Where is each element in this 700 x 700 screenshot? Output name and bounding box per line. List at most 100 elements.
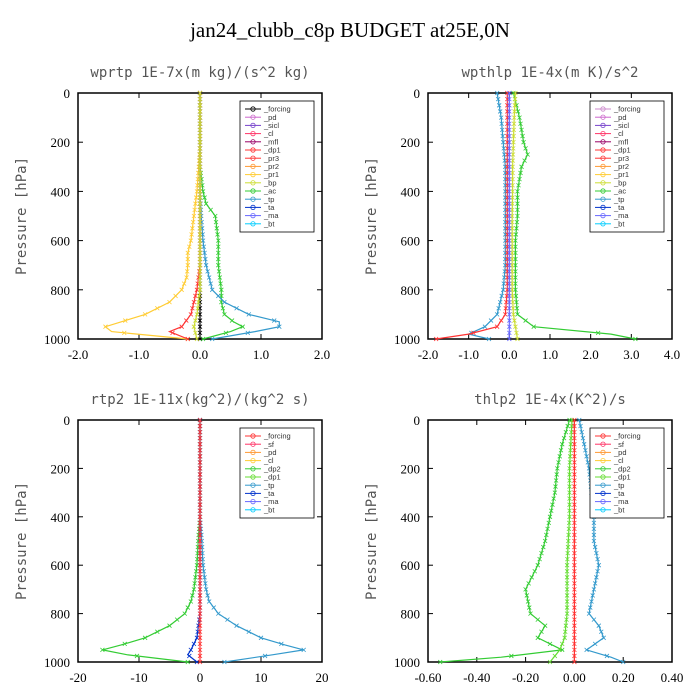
series-marker xyxy=(511,115,517,120)
series-marker xyxy=(194,312,200,317)
series-marker xyxy=(216,293,221,299)
legend-marker xyxy=(250,433,256,439)
y-tick-label: 800 xyxy=(401,607,421,622)
series-marker xyxy=(502,207,508,213)
series-marker xyxy=(592,581,598,586)
series-marker xyxy=(541,544,546,550)
series-marker xyxy=(505,189,510,194)
series-marker xyxy=(525,599,531,604)
legend-label: _cl xyxy=(613,129,624,138)
legend-marker xyxy=(600,155,606,161)
series-marker xyxy=(557,454,563,459)
series-marker xyxy=(513,287,518,293)
series-marker xyxy=(197,250,203,256)
series-marker xyxy=(523,146,528,151)
series-marker xyxy=(594,575,599,580)
series-marker xyxy=(572,460,577,465)
series-marker xyxy=(197,324,203,329)
series-marker xyxy=(197,466,203,471)
series-marker xyxy=(197,170,203,176)
series-marker xyxy=(185,336,191,342)
series-marker xyxy=(564,581,570,586)
series-marker xyxy=(507,269,512,274)
series-marker xyxy=(191,324,197,329)
series-marker xyxy=(595,568,600,574)
chart-title: wpthlp 1E-4x(m K)/s^2 xyxy=(461,65,638,81)
series-marker xyxy=(203,201,209,206)
legend-label: _forcing xyxy=(613,432,641,441)
legend-marker xyxy=(600,482,606,488)
series-marker xyxy=(209,336,215,342)
series-marker xyxy=(271,318,277,323)
series-marker xyxy=(572,653,577,659)
series-marker xyxy=(518,170,523,176)
series-marker xyxy=(589,599,594,604)
series-marker xyxy=(505,256,510,262)
legend-box xyxy=(239,427,315,519)
series-marker xyxy=(197,659,203,665)
series-marker xyxy=(572,544,577,550)
y-axis-label: Pressure [hPa] xyxy=(364,482,380,600)
series-marker xyxy=(591,532,597,538)
legend-marker xyxy=(600,498,606,505)
series-marker xyxy=(185,262,191,268)
series-marker xyxy=(218,281,223,286)
series-marker xyxy=(559,441,565,447)
series-marker xyxy=(572,629,577,635)
series-marker xyxy=(516,182,521,188)
series-marker xyxy=(572,659,577,665)
series-marker xyxy=(197,478,203,483)
series-marker xyxy=(494,324,500,329)
series-marker xyxy=(197,244,203,250)
series-marker xyxy=(188,238,194,243)
x-tick-label: 10 xyxy=(255,670,268,685)
series-marker xyxy=(499,121,504,127)
series-marker xyxy=(523,318,528,323)
series-marker xyxy=(591,526,597,532)
series-marker xyxy=(223,330,229,336)
series-marker xyxy=(553,478,559,483)
series-marker xyxy=(507,195,512,200)
series-marker xyxy=(515,207,520,213)
series-marker xyxy=(507,115,512,120)
x-tick-label: -2.0 xyxy=(68,347,89,362)
series-marker xyxy=(507,152,512,157)
legend-label: _sicl xyxy=(263,121,279,130)
legend-marker xyxy=(250,498,256,505)
x-tick-label: -0.40 xyxy=(463,670,490,685)
series-marker xyxy=(510,164,515,170)
x-tick-label: -0.20 xyxy=(512,670,539,685)
series-marker xyxy=(197,195,203,200)
y-tick-label: 200 xyxy=(51,461,71,476)
series-marker xyxy=(503,305,509,311)
series-marker xyxy=(197,484,203,489)
series-marker xyxy=(572,429,577,435)
series-marker xyxy=(514,330,519,336)
legend-marker xyxy=(600,433,606,439)
series-marker xyxy=(195,305,200,311)
series-marker xyxy=(531,324,537,329)
series-marker xyxy=(502,182,508,188)
series-marker xyxy=(512,103,518,108)
series-marker xyxy=(494,90,500,96)
series-marker xyxy=(505,232,510,237)
series-marker xyxy=(507,281,512,286)
series-marker xyxy=(197,647,203,653)
series-marker xyxy=(550,502,555,507)
series-marker xyxy=(507,250,512,256)
series-marker xyxy=(526,581,531,586)
series-marker xyxy=(197,472,203,477)
series-marker xyxy=(188,312,194,317)
series-marker xyxy=(567,478,572,483)
series-marker xyxy=(498,115,504,120)
series-marker xyxy=(505,139,510,145)
series-marker xyxy=(596,562,602,568)
series-marker xyxy=(197,502,203,507)
series-marker xyxy=(173,293,178,299)
series-marker xyxy=(198,201,203,206)
series-marker xyxy=(511,139,516,145)
series-marker xyxy=(519,127,524,133)
y-tick-label: 0 xyxy=(414,413,421,428)
legend-marker xyxy=(600,139,606,145)
